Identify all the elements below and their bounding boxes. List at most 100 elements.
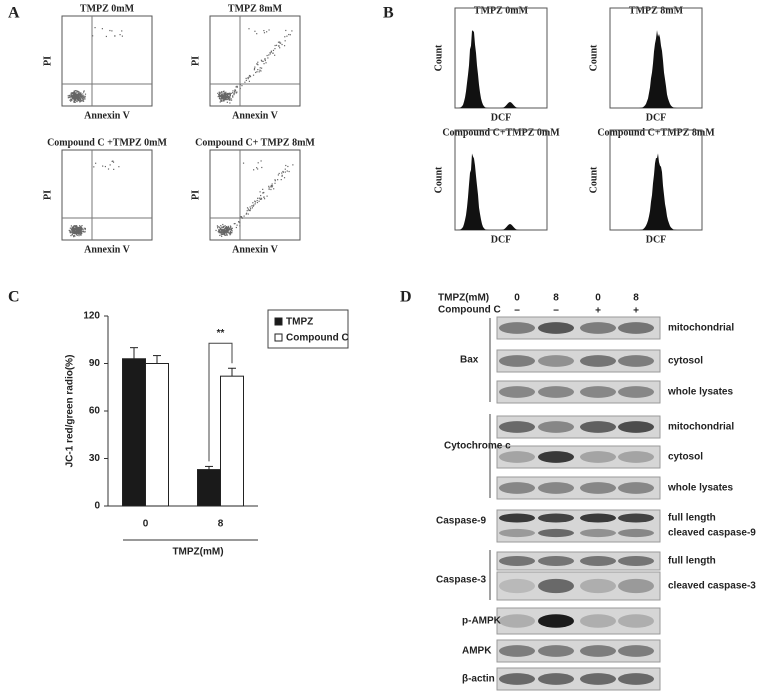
dot [73, 94, 76, 96]
dot [111, 30, 113, 32]
dot [234, 90, 236, 92]
dot [236, 85, 238, 87]
dot [224, 234, 226, 236]
dot [227, 232, 229, 234]
axis-label: PI [190, 190, 201, 200]
dot [81, 98, 84, 100]
dot [245, 77, 247, 80]
histogram [455, 153, 547, 230]
dots [215, 160, 294, 237]
dot [72, 96, 74, 98]
dot [105, 35, 107, 38]
dot [71, 92, 73, 94]
dot [220, 100, 222, 102]
dot [246, 207, 249, 209]
dot [215, 229, 217, 232]
dot [78, 230, 81, 233]
dot [75, 226, 77, 228]
dot [241, 85, 243, 87]
plot-title: TMPZ 0mM [474, 5, 529, 16]
dot [223, 225, 225, 227]
dot [228, 228, 230, 230]
lane-label: 8 [633, 293, 639, 304]
dot [280, 178, 282, 181]
dot [260, 160, 262, 162]
dot [258, 200, 260, 202]
dot [218, 231, 220, 234]
row-label: full length [668, 556, 716, 567]
dot [76, 230, 78, 232]
dot [281, 43, 283, 46]
blot [496, 380, 661, 404]
dot [72, 227, 74, 229]
dot [77, 94, 79, 96]
dot [74, 101, 76, 103]
band [538, 513, 574, 523]
blot [496, 476, 661, 500]
dot [269, 53, 271, 55]
dot [220, 92, 222, 94]
group-label: Caspase-9 [436, 516, 486, 527]
band [618, 513, 654, 523]
band [538, 614, 574, 628]
blot [496, 445, 661, 469]
band [580, 451, 616, 463]
dot [81, 228, 83, 230]
dot [73, 228, 75, 230]
dot [74, 92, 76, 95]
dot [80, 229, 82, 231]
dot [222, 96, 224, 98]
lane-label: + [633, 306, 639, 317]
dot [226, 94, 229, 96]
dot [288, 33, 290, 36]
dot [224, 98, 227, 100]
dot [255, 71, 257, 74]
dot [228, 95, 230, 98]
dot [224, 232, 226, 234]
dot [219, 101, 221, 103]
dot [225, 91, 227, 93]
x-tick-label: 0 [143, 519, 149, 530]
band [618, 578, 654, 594]
dot [269, 52, 271, 54]
dot [84, 98, 86, 100]
band [499, 673, 535, 685]
dot [234, 92, 236, 94]
dot [266, 54, 268, 57]
row-label: cleaved caspase-3 [668, 581, 756, 592]
dot [118, 166, 120, 168]
dot [235, 226, 237, 229]
dots [68, 160, 120, 238]
dot [226, 226, 228, 229]
band [499, 386, 535, 398]
dot [236, 91, 238, 93]
axis-label: DCF [491, 112, 512, 123]
dot [220, 98, 222, 100]
dot [77, 93, 79, 95]
axis-label: Annexin V [84, 244, 130, 255]
dot [81, 97, 83, 99]
dot [256, 167, 258, 169]
dot [253, 169, 255, 171]
dot [221, 98, 223, 100]
dot [220, 225, 222, 227]
dot [281, 174, 283, 176]
dot [228, 98, 230, 100]
dot [221, 97, 223, 99]
dots [67, 26, 123, 103]
dot [81, 230, 83, 232]
band [580, 386, 616, 398]
dot [72, 91, 74, 94]
dot [229, 92, 231, 94]
dot [236, 224, 238, 226]
dot [84, 228, 86, 231]
dot [81, 224, 83, 227]
dot [223, 94, 225, 96]
dot [268, 188, 270, 190]
dot [239, 83, 241, 86]
dot [278, 45, 280, 47]
dot [223, 226, 225, 228]
x-tick-label: 8 [218, 519, 224, 530]
dot [78, 94, 80, 97]
dot [73, 231, 75, 233]
